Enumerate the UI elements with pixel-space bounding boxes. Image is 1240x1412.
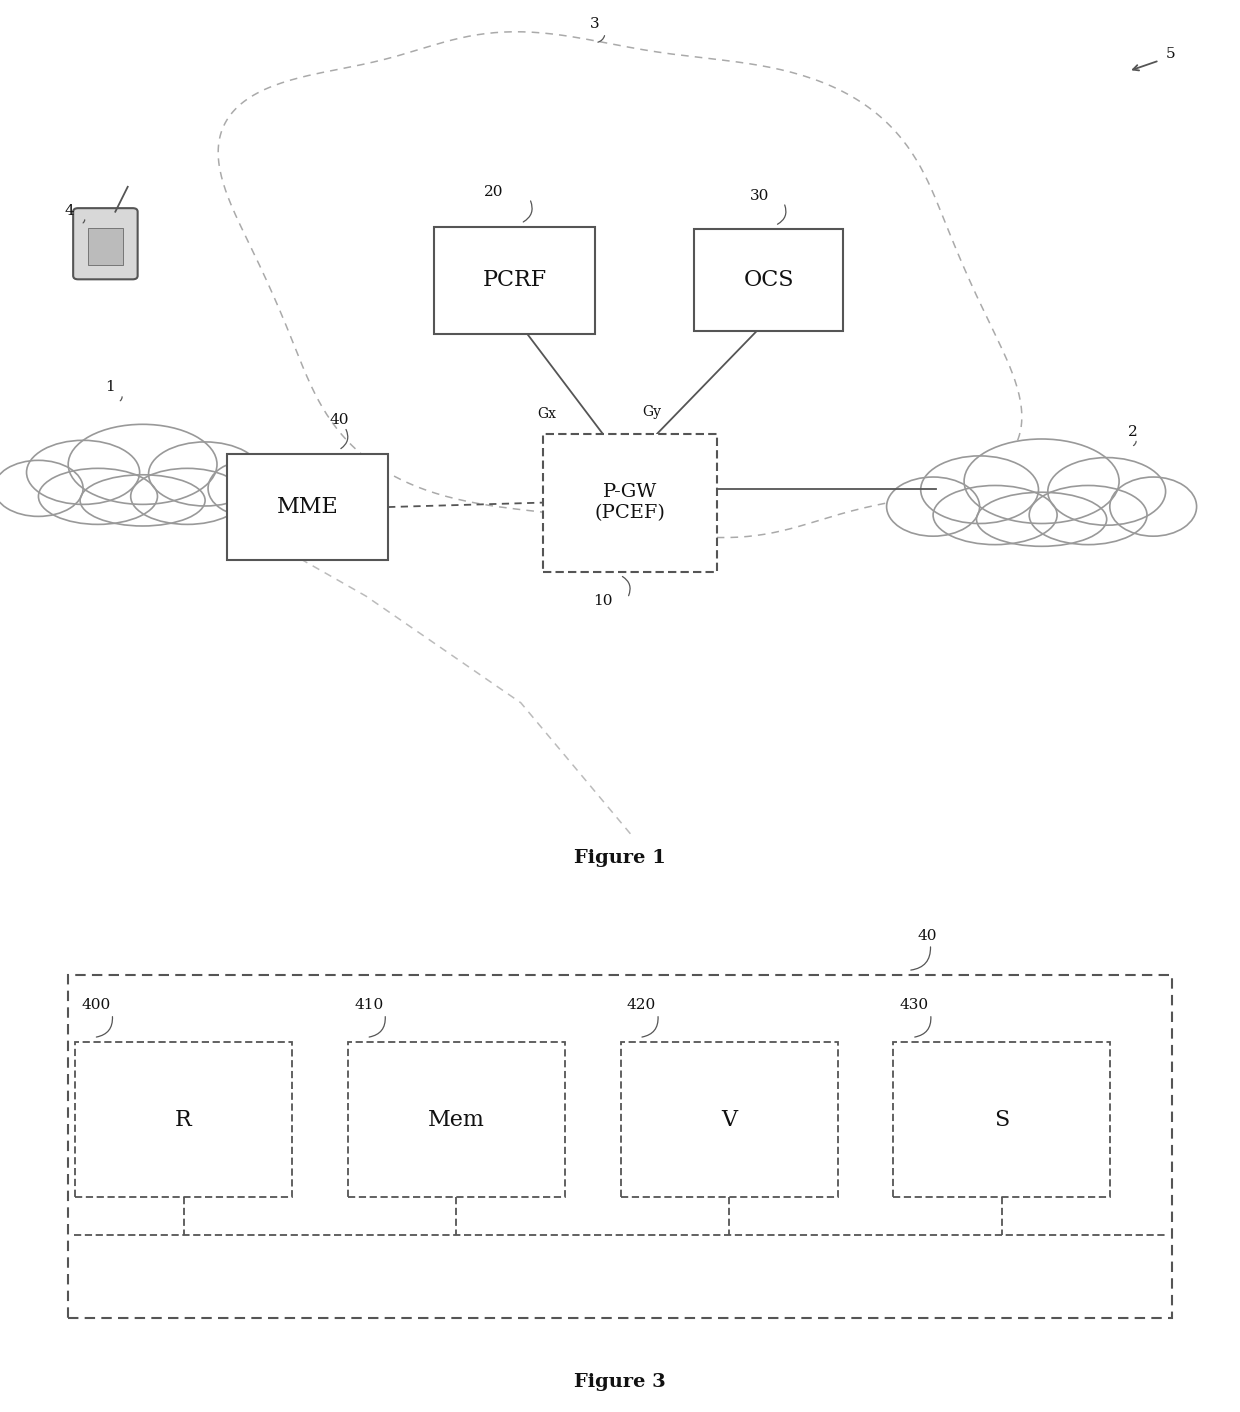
Text: PCRF: PCRF bbox=[482, 270, 547, 291]
Text: 420: 420 bbox=[626, 997, 656, 1011]
Text: 20: 20 bbox=[484, 185, 503, 199]
Text: 2: 2 bbox=[1128, 425, 1138, 439]
Text: 430: 430 bbox=[900, 997, 929, 1011]
Ellipse shape bbox=[81, 474, 205, 527]
Text: OCS: OCS bbox=[744, 270, 794, 291]
Ellipse shape bbox=[38, 469, 157, 524]
Ellipse shape bbox=[887, 477, 980, 537]
Bar bbox=[68, 974, 1172, 1319]
Text: Gx: Gx bbox=[537, 407, 556, 421]
Ellipse shape bbox=[149, 442, 262, 505]
Text: 5: 5 bbox=[1166, 47, 1176, 61]
Ellipse shape bbox=[0, 460, 83, 517]
Ellipse shape bbox=[208, 460, 291, 517]
Bar bbox=[74, 1042, 293, 1197]
Text: 10: 10 bbox=[593, 594, 613, 609]
Text: Figure 1: Figure 1 bbox=[574, 850, 666, 867]
Ellipse shape bbox=[1048, 457, 1166, 525]
Ellipse shape bbox=[1110, 477, 1197, 537]
Ellipse shape bbox=[965, 439, 1118, 524]
Text: 410: 410 bbox=[355, 997, 383, 1011]
Text: S: S bbox=[994, 1108, 1009, 1131]
Text: 4: 4 bbox=[64, 205, 74, 219]
Bar bbox=[88, 227, 123, 265]
Text: 400: 400 bbox=[82, 997, 110, 1011]
Text: 30: 30 bbox=[750, 189, 770, 203]
Bar bbox=[543, 433, 717, 572]
Bar bbox=[694, 229, 843, 332]
Text: Figure 3: Figure 3 bbox=[574, 1372, 666, 1391]
Text: 3: 3 bbox=[590, 17, 600, 31]
Text: Gy: Gy bbox=[642, 405, 661, 419]
Ellipse shape bbox=[976, 493, 1106, 546]
Text: 1: 1 bbox=[105, 380, 115, 394]
Text: 40: 40 bbox=[330, 414, 350, 428]
FancyBboxPatch shape bbox=[73, 208, 138, 280]
Ellipse shape bbox=[68, 425, 217, 504]
Ellipse shape bbox=[26, 441, 140, 504]
Bar bbox=[227, 453, 388, 561]
Text: R: R bbox=[175, 1108, 192, 1131]
Bar bbox=[434, 227, 595, 333]
Text: MME: MME bbox=[277, 496, 339, 518]
Bar bbox=[893, 1042, 1111, 1197]
Ellipse shape bbox=[934, 486, 1056, 545]
Text: 40: 40 bbox=[918, 929, 937, 943]
Ellipse shape bbox=[1029, 486, 1147, 545]
Ellipse shape bbox=[920, 456, 1039, 524]
Ellipse shape bbox=[130, 469, 244, 524]
Bar bbox=[347, 1042, 564, 1197]
Text: Mem: Mem bbox=[428, 1108, 485, 1131]
Bar bbox=[620, 1042, 837, 1197]
Text: P-GW
(PCEF): P-GW (PCEF) bbox=[594, 483, 666, 522]
Text: V: V bbox=[720, 1108, 738, 1131]
